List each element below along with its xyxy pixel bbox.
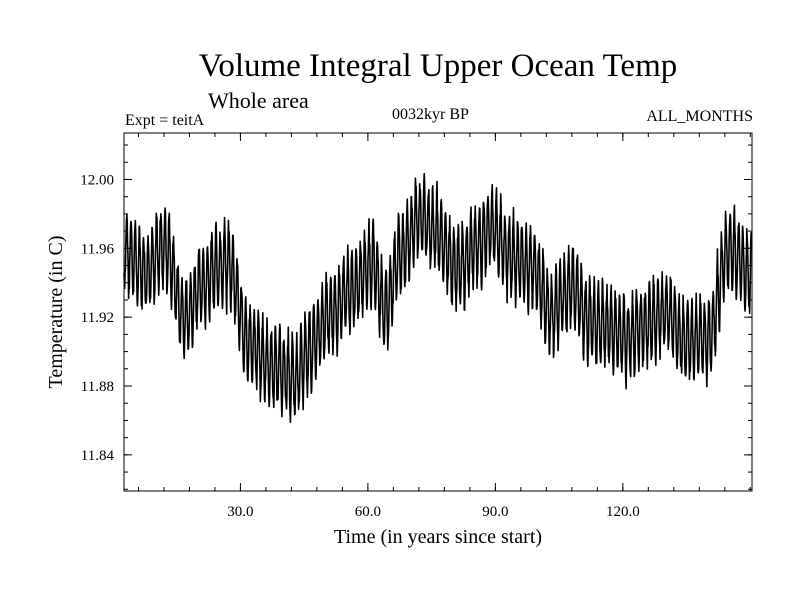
x-axis-label: Time (in years since start) bbox=[334, 526, 542, 548]
y-axis-label: Temperature (in C) bbox=[45, 236, 67, 389]
period-label: 0032kyr BP bbox=[392, 106, 469, 123]
x-tick-label: 60.0 bbox=[355, 504, 381, 520]
y-tick-label: 12.00 bbox=[80, 172, 114, 188]
months-label: ALL_MONTHS bbox=[646, 108, 753, 125]
experiment-label: Expt = teitA bbox=[125, 112, 205, 129]
y-tick-label: 11.96 bbox=[81, 241, 115, 257]
x-tick-label: 30.0 bbox=[227, 504, 253, 520]
chart-title: Volume Integral Upper Ocean Temp bbox=[198, 48, 678, 84]
plot-frame bbox=[123, 132, 753, 492]
y-tick-label: 11.92 bbox=[81, 310, 114, 326]
series-line bbox=[123, 172, 753, 424]
chart-subtitle: Whole area bbox=[208, 88, 309, 113]
y-tick-label: 11.88 bbox=[81, 379, 114, 395]
x-tick-label: 120.0 bbox=[606, 504, 640, 520]
x-tick-label: 90.0 bbox=[482, 504, 508, 520]
y-tick-label: 11.84 bbox=[81, 448, 115, 464]
